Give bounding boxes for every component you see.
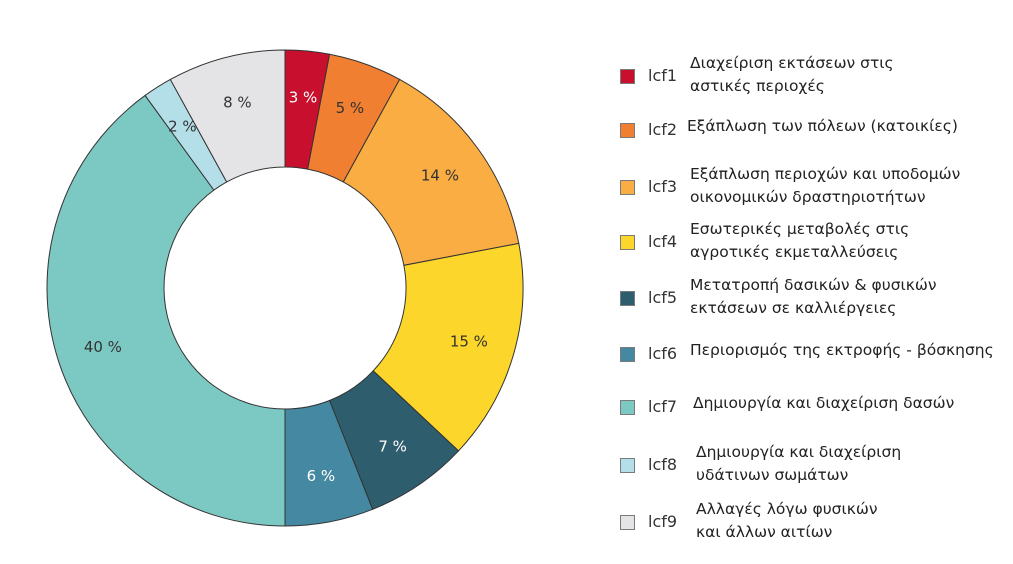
legend-code: lcf9 [648, 512, 678, 531]
legend-label-line: υδάτινων σωμάτων [696, 466, 849, 484]
slice-label-lcf3: 14 % [421, 166, 459, 184]
legend-code: lcf2 [648, 120, 678, 139]
legend: lcf1 Διαχείριση εκτάσεων στις αστικές περι… [620, 0, 1013, 564]
legend-label-line: Μετατροπή δασικών & φυσικών [690, 276, 937, 294]
legend-swatch-lcf7 [620, 400, 635, 415]
legend-label-line: Εξάπλωση των πόλεων (κατοικίες) [687, 117, 958, 135]
slice-label-lcf7: 40 % [84, 338, 122, 356]
legend-label-line: Αλλαγές λόγω φυσικών [696, 500, 878, 518]
legend-code: lcf1 [648, 66, 678, 85]
legend-code: lcf3 [648, 177, 678, 196]
donut-chart: 3 % 5 % 14 % 15 % 7 % 6 % 40 % 2 % 8 % [46, 49, 524, 527]
legend-code: lcf4 [648, 232, 678, 251]
legend-swatch-lcf6 [620, 347, 635, 362]
slice-lcf9 [169, 49, 286, 183]
legend-swatch-lcf4 [620, 235, 635, 250]
legend-label-line: Δημιουργία και διαχείριση [696, 443, 902, 461]
slice-label-lcf2: 5 % [336, 99, 365, 117]
legend-swatch-lcf3 [620, 180, 635, 195]
slice-label-lcf1: 3 % [289, 88, 318, 106]
legend-label-line: αστικές περιοχές [690, 77, 825, 95]
legend-label-line: Εσωτερικές μεταβολές στις [690, 220, 910, 238]
legend-label-line: εκτάσεων σε καλλιέργειες [690, 299, 897, 317]
legend-label-line: Περιορισμός της εκτροφής - βόσκησης [690, 341, 994, 359]
legend-code: lcf7 [648, 397, 678, 416]
slice-lcf7 [46, 94, 286, 527]
slice-label-lcf6: 6 % [307, 467, 336, 485]
legend-label-line: Εξάπλωση περιοχών και υποδομών [690, 165, 961, 183]
legend-label-line: αγροτικές εκμεταλλεύσεις [690, 243, 899, 261]
legend-swatch-lcf5 [620, 291, 635, 306]
slice-label-lcf5: 7 % [378, 437, 407, 455]
legend-swatch-lcf1 [620, 69, 635, 84]
legend-label-line: Διαχείριση εκτάσεων στις [690, 54, 894, 72]
legend-code: lcf8 [648, 455, 678, 474]
legend-code: lcf6 [648, 344, 678, 363]
slice-label-lcf9: 8 % [223, 94, 252, 112]
legend-label-line: οικονομικών δραστηριοτήτων [690, 188, 926, 206]
legend-label-line: Δημιουργία και διαχείριση δασών [693, 394, 955, 412]
legend-swatch-lcf2 [620, 123, 635, 138]
legend-swatch-lcf8 [620, 458, 635, 473]
slice-lcf4 [372, 242, 524, 452]
legend-label-line: και άλλων αιτίων [696, 523, 833, 541]
slice-lcf3 [342, 78, 520, 266]
legend-swatch-lcf9 [620, 515, 635, 530]
slice-label-lcf8: 2 % [168, 117, 197, 135]
legend-code: lcf5 [648, 288, 678, 307]
slice-label-lcf4: 15 % [450, 332, 488, 350]
